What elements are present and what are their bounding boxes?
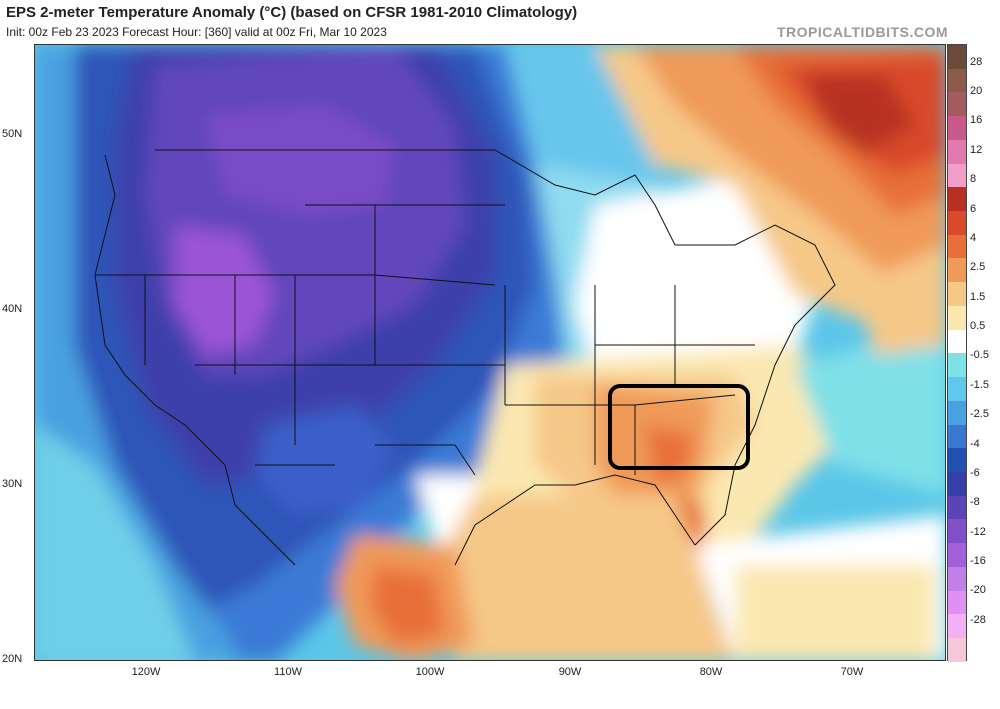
colorbar-tick-label: 20 bbox=[970, 85, 983, 97]
colorbar-swatch bbox=[948, 590, 966, 615]
colorbar-swatch bbox=[948, 377, 966, 401]
colorbar-tick-label: -8 bbox=[970, 496, 980, 509]
colorbar-swatch bbox=[948, 353, 966, 378]
colorbar-swatch bbox=[948, 637, 966, 662]
highlight-box bbox=[608, 384, 750, 470]
colorbar-tick-label: -20 bbox=[970, 584, 986, 597]
lon-label-80w: 80W bbox=[699, 666, 723, 678]
colorbar-labels: 28 20 16 12 8 6 4 2.5 1.5 0.5 -0.5 -1.5 -2.5 -4 -6 -8 -1… bbox=[970, 44, 1000, 661]
colorbar-swatch bbox=[948, 211, 966, 235]
colorbar-swatch bbox=[948, 163, 966, 188]
lat-label-30n: 30N bbox=[2, 478, 23, 490]
lat-label-20n: 20N bbox=[2, 653, 23, 665]
lon-label-100w: 100W bbox=[415, 666, 445, 678]
lon-label-70w: 70W bbox=[840, 666, 864, 678]
colorbar-swatch bbox=[948, 400, 966, 425]
credit-watermark: TROPICALTIDBITS.COM bbox=[776, 24, 948, 40]
colorbar-tick-label: -6 bbox=[970, 466, 980, 479]
colorbar-tick-label: -16 bbox=[970, 555, 986, 568]
colorbar-tick-label: 0.5 bbox=[970, 320, 986, 333]
lon-label-90w: 90W bbox=[558, 666, 582, 678]
forecast-info: Init: 00z Feb 23 2023 Forecast Hour: [36… bbox=[6, 25, 387, 39]
colorbar-tick-label: 4 bbox=[970, 231, 977, 244]
colorbar-tick-label: -12 bbox=[970, 525, 986, 538]
colorbar-swatch bbox=[948, 519, 966, 544]
colorbar-swatch bbox=[948, 282, 966, 306]
colorbar-tick-label: 28 bbox=[970, 55, 983, 68]
lon-label-120w: 120W bbox=[131, 666, 161, 678]
anomaly-map[interactable] bbox=[34, 44, 946, 661]
colorbar-swatch bbox=[948, 68, 966, 93]
lat-label-40n: 40N bbox=[2, 303, 23, 315]
colorbar bbox=[947, 44, 967, 662]
map-canvas bbox=[35, 45, 945, 660]
colorbar-swatch bbox=[948, 614, 966, 638]
colorbar-swatch bbox=[948, 305, 966, 330]
colorbar-swatch bbox=[948, 566, 966, 591]
colorbar-tick-label: -2.5 bbox=[970, 408, 989, 421]
colorbar-tick-label: 2.5 bbox=[970, 261, 986, 274]
colorbar-swatch bbox=[948, 92, 966, 117]
colorbar-tick-label: 6 bbox=[970, 202, 977, 215]
colorbar-tick-label: 12 bbox=[970, 143, 983, 156]
colorbar-swatch bbox=[948, 139, 966, 164]
colorbar-swatch bbox=[948, 495, 966, 520]
lon-label-110w: 110W bbox=[274, 666, 302, 678]
colorbar-tick-label: -1.5 bbox=[970, 378, 989, 391]
colorbar-swatch bbox=[948, 448, 966, 472]
colorbar-tick-label: 1.5 bbox=[970, 290, 986, 303]
colorbar-tick-label: 8 bbox=[970, 173, 977, 186]
colorbar-swatch bbox=[948, 424, 966, 449]
colorbar-swatch bbox=[948, 258, 966, 283]
colorbar-swatch bbox=[948, 329, 966, 354]
colorbar-tick-label: -4 bbox=[970, 437, 980, 450]
colorbar-swatch bbox=[948, 471, 966, 496]
colorbar-tick-label: -0.5 bbox=[970, 349, 989, 362]
colorbar-swatch bbox=[948, 234, 966, 259]
colorbar-tick-label: 16 bbox=[970, 114, 983, 127]
colorbar-swatch bbox=[948, 187, 966, 212]
lat-label-50n: 50N bbox=[2, 128, 23, 140]
colorbar-swatch bbox=[948, 543, 966, 567]
map-title: EPS 2-meter Temperature Anomaly (°C) (ba… bbox=[6, 4, 578, 21]
colorbar-swatch bbox=[948, 116, 966, 140]
colorbar-tick-label: -28 bbox=[970, 613, 986, 626]
colorbar-swatch bbox=[948, 45, 966, 69]
boundaries bbox=[94, 149, 836, 566]
